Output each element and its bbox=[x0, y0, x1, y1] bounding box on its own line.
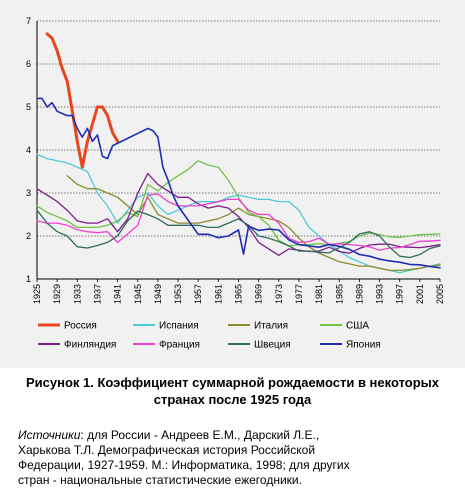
sources-note: Источники: для России - Андреев Е.М., Да… bbox=[18, 428, 463, 488]
x-tick-label: 1961 bbox=[213, 284, 223, 304]
figure-caption: Рисунок 1. Коэффициент суммарной рождаем… bbox=[0, 374, 465, 408]
x-tick-label: 1957 bbox=[193, 284, 203, 304]
x-tick-label: 1997 bbox=[395, 284, 405, 304]
fertility-line-chart: 1 2 3 4 5 6 7 1925 1929 1933 1937 1941 1945 1949 1953 1… bbox=[26, 16, 445, 351]
legend-label-6: Швеция bbox=[254, 340, 291, 351]
x-tick-label: 1945 bbox=[133, 284, 143, 304]
series-line-2 bbox=[66, 175, 441, 272]
x-tick-label: 1953 bbox=[173, 284, 183, 304]
x-tick-label: 1993 bbox=[375, 284, 385, 304]
x-tick-label: 1981 bbox=[314, 284, 324, 304]
caption-line-1: Рисунок 1. Коэффициент суммарной рождаем… bbox=[25, 375, 439, 390]
series-line-4 bbox=[36, 172, 441, 256]
sources-line-3: Федерации, 1927-1959. М.: Информатика, 1… bbox=[18, 458, 350, 472]
y-tick-label: 6 bbox=[26, 59, 31, 69]
chart-panel: 1 2 3 4 5 6 7 1925 1929 1933 1937 1941 1945 1949 1953 1… bbox=[0, 0, 465, 368]
x-tick-label: 1973 bbox=[274, 284, 284, 304]
x-tick-label: 1929 bbox=[52, 284, 62, 304]
sources-label: Источники bbox=[18, 428, 81, 442]
legend-label-1: Испания bbox=[159, 321, 199, 332]
x-tick-label: 1989 bbox=[354, 284, 364, 304]
y-tick-label: 5 bbox=[26, 102, 31, 112]
x-tick-label: 1937 bbox=[92, 284, 102, 304]
y-tick-label: 2 bbox=[26, 231, 31, 241]
caption-line-2: странах после 1925 года bbox=[153, 392, 312, 407]
series-line-5 bbox=[36, 193, 441, 251]
x-tick-label: 2005 bbox=[435, 284, 445, 304]
y-tick-label: 4 bbox=[26, 145, 31, 155]
x-tick-label: 1925 bbox=[32, 284, 42, 304]
x-tick-label: 1977 bbox=[294, 284, 304, 304]
legend-label-2: Италия bbox=[254, 321, 288, 332]
y-tick-label: 3 bbox=[26, 188, 31, 198]
x-tick-label: 2001 bbox=[415, 284, 425, 304]
x-tick-label: 1949 bbox=[153, 284, 163, 304]
sources-line-1: : для России - Андреев Е.М., Дарский Л.Е… bbox=[80, 428, 320, 442]
legend-label-0: Россия bbox=[64, 321, 97, 332]
y-tick-label: 1 bbox=[26, 274, 31, 284]
x-tick-label: 1965 bbox=[234, 284, 244, 304]
x-tick-label: 1941 bbox=[113, 284, 123, 304]
sources-line-2: Харькова Т.Л. Демографическая история Ро… bbox=[18, 443, 316, 457]
legend-label-4: Финляндия bbox=[64, 340, 116, 351]
legend-label-5: Франция bbox=[159, 340, 200, 351]
sources-line-4: стран - национальные статистические ежег… bbox=[18, 473, 302, 487]
x-tick-label: 1985 bbox=[334, 284, 344, 304]
x-tick-label: 1933 bbox=[72, 284, 82, 304]
series-line-7 bbox=[36, 97, 441, 269]
series-line-0 bbox=[45, 32, 120, 169]
y-tick-label: 7 bbox=[26, 16, 31, 26]
x-tick-label: 1969 bbox=[254, 284, 264, 304]
legend-label-3: США bbox=[346, 321, 369, 332]
legend-label-7: Япония bbox=[346, 340, 381, 351]
series-line-6 bbox=[36, 209, 441, 259]
